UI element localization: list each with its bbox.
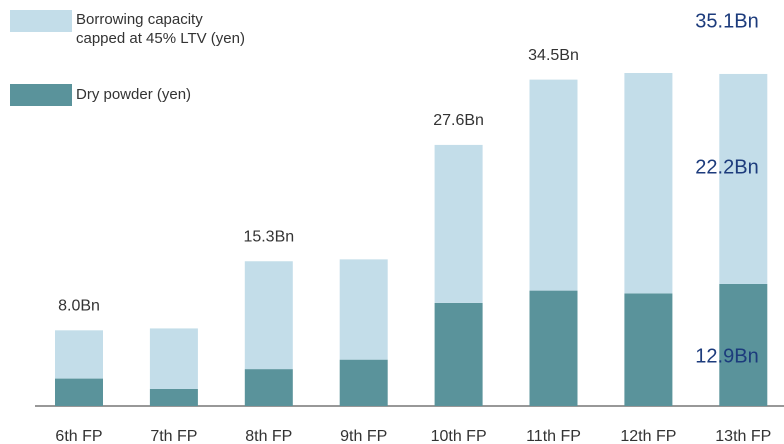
bar-segment <box>55 378 103 406</box>
total-label: 27.6Bn <box>433 112 484 129</box>
x-tick-label: 7th FP <box>150 428 197 444</box>
bar-segment <box>149 388 198 406</box>
total-label: 35.1Bn <box>695 10 758 32</box>
total-label: 8.0Bn <box>58 298 100 315</box>
x-tick-label: 6th FP <box>55 428 102 444</box>
segment-label: 12.9Bn <box>695 345 758 367</box>
bar-segment <box>244 369 293 406</box>
bar-segment <box>719 283 768 406</box>
segment-label: 22.2Bn <box>695 157 758 179</box>
bar-segment <box>624 73 673 294</box>
x-tick-label: 8th FP <box>245 428 292 444</box>
legend-label: Dry powder (yen) <box>76 86 192 103</box>
legend-item: Dry powder (yen) <box>10 84 191 106</box>
bar-segment <box>719 73 768 284</box>
legend-swatch <box>10 84 72 106</box>
bar-segment <box>339 259 388 360</box>
bar-segment <box>55 330 103 379</box>
bar-segment <box>529 290 578 406</box>
bar-segment <box>149 328 198 389</box>
legend-swatch <box>10 10 72 32</box>
total-label: 34.5Bn <box>528 47 579 64</box>
bar-segment <box>434 144 483 303</box>
bar-segment <box>339 359 388 406</box>
total-label: 15.3Bn <box>243 228 294 245</box>
legend-item: Borrowing capacity capped at 45% LTV (ye… <box>10 10 252 48</box>
x-tick-label: 11th FP <box>526 428 581 444</box>
bar-segment <box>434 302 483 406</box>
legend-label: Borrowing capacity capped at 45% LTV (ye… <box>76 11 245 47</box>
bar-segment <box>529 79 578 291</box>
bar-segment <box>244 261 293 370</box>
x-tick-label: 10th FP <box>431 428 487 444</box>
bar-segment <box>624 293 673 406</box>
x-tick-label: 9th FP <box>340 428 387 444</box>
x-tick-label: 13th FP <box>715 428 771 444</box>
x-tick-label: 12th FP <box>620 428 676 444</box>
